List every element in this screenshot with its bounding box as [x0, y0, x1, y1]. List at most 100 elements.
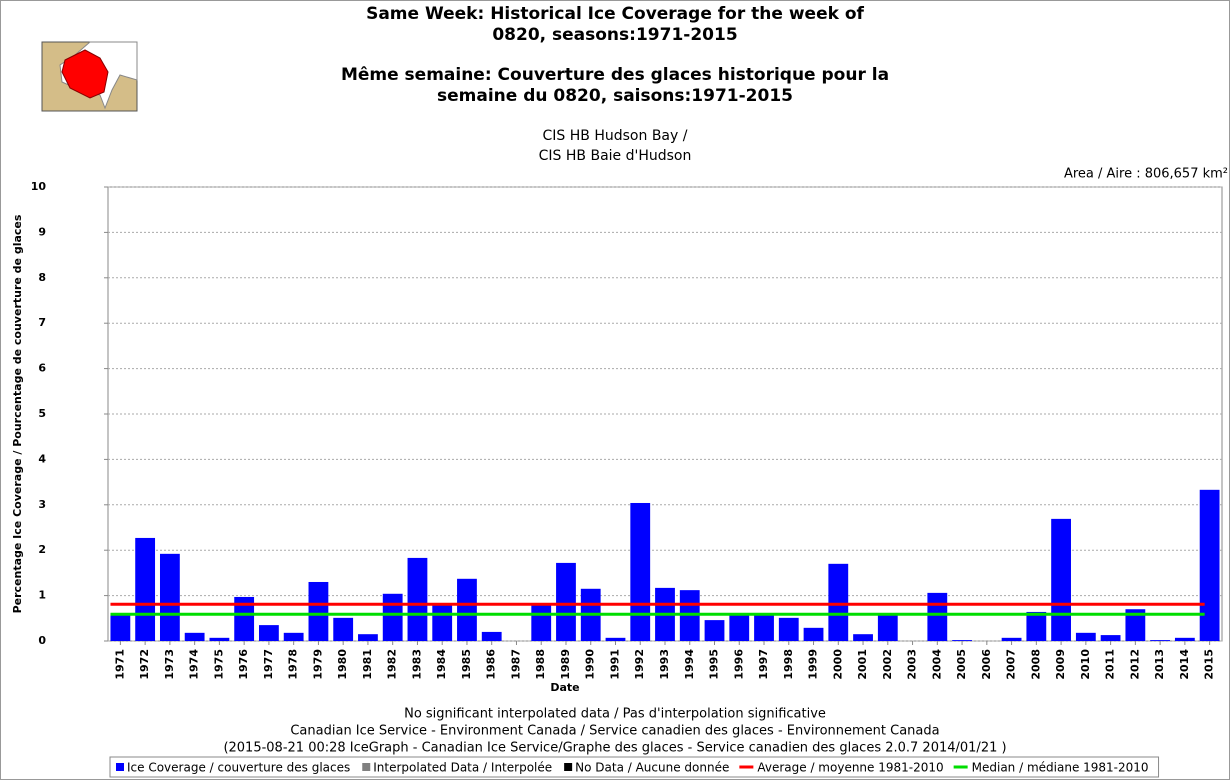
chart-title: semaine du 0820, saisons:1971-2015: [437, 86, 793, 106]
x-tick-label: 1988: [534, 649, 547, 680]
bar: [1051, 518, 1071, 641]
x-tick-label: 2008: [1029, 649, 1042, 680]
y-tick-label: 4: [38, 452, 46, 465]
x-tick-label: 1983: [410, 649, 423, 680]
legend-label: Median / médiane 1981-2010: [972, 761, 1149, 775]
x-tick-label: 1987: [509, 649, 522, 680]
chart-subtitle: CIS HB Baie d'Hudson: [539, 148, 692, 164]
bar: [209, 637, 230, 641]
x-tick-label: 1997: [757, 649, 770, 680]
x-tick-label: 2000: [831, 649, 844, 680]
x-tick-label: 1994: [683, 649, 696, 680]
legend-swatch: [116, 763, 124, 771]
y-tick-label: 9: [38, 225, 46, 238]
chart-title: Même semaine: Couverture des glaces hist…: [341, 65, 889, 85]
bar: [184, 632, 205, 641]
x-tick-label: 1981: [361, 649, 374, 680]
bar: [457, 578, 477, 641]
bar: [952, 640, 972, 641]
chart-subtitle: CIS HB Hudson Bay /: [543, 128, 688, 144]
legend-label: Ice Coverage / couverture des glaces: [127, 761, 350, 775]
x-tick-label: 2007: [1005, 649, 1018, 680]
bar: [358, 634, 378, 641]
x-tick-label: 2005: [955, 649, 968, 680]
x-tick-label: 1992: [633, 649, 646, 680]
x-tick-label: 1991: [608, 649, 621, 680]
area-note: Area / Aire : 806,657 km²: [1064, 167, 1228, 182]
x-tick-label: 1999: [807, 649, 820, 680]
x-tick-label: 1979: [311, 649, 324, 680]
bar: [630, 502, 651, 641]
x-tick-label: 2009: [1054, 649, 1067, 680]
x-tick-label: 1980: [336, 649, 349, 680]
bar: [927, 592, 948, 641]
x-tick-label: 1974: [188, 649, 201, 680]
chart-title: 0820, seasons:1971-2015: [492, 25, 737, 45]
bar: [828, 563, 849, 641]
legend-label: Interpolated Data / Interpolée: [373, 761, 552, 775]
y-tick-label: 1: [38, 589, 46, 602]
bar: [1075, 632, 1096, 641]
x-tick-label: 2013: [1153, 649, 1166, 680]
x-axis-label: Date: [550, 681, 579, 694]
bar: [1026, 611, 1047, 641]
x-tick-label: 1971: [113, 649, 126, 680]
legend: Ice Coverage / couverture des glaces Inte…: [109, 756, 1160, 778]
bar: [1001, 637, 1022, 641]
chart-title: Same Week: Historical Ice Coverage for t…: [366, 4, 864, 24]
y-tick-label: 10: [31, 180, 47, 193]
bar: [605, 637, 626, 641]
bar: [1100, 635, 1121, 641]
bar: [135, 537, 156, 641]
y-axis-label: Percentage Ice Coverage / Pourcentage de…: [11, 214, 24, 613]
x-tick-label: 1993: [658, 649, 671, 680]
bar: [159, 553, 180, 641]
x-tick-label: 1975: [212, 649, 225, 680]
bar: [1174, 637, 1195, 641]
bar: [308, 581, 329, 641]
y-tick-label: 0: [38, 634, 46, 647]
legend-swatch: [362, 763, 371, 771]
x-tick-label: 2004: [930, 649, 943, 680]
x-tick-label: 1985: [460, 649, 473, 680]
x-tick-label: 1972: [138, 649, 151, 680]
x-tick-label: 2003: [906, 649, 919, 680]
x-tick-label: 2002: [881, 649, 894, 680]
bar: [333, 617, 354, 641]
x-tick-label: 1976: [237, 649, 250, 680]
bar: [531, 604, 552, 641]
x-tick-label: 2011: [1104, 649, 1117, 680]
bar: [283, 632, 304, 641]
x-tick-label: 1989: [559, 649, 572, 680]
legend-label: Average / moyenne 1981-2010: [757, 761, 943, 775]
y-tick-label: 8: [38, 271, 46, 284]
footer-text: Canadian Ice Service - Environment Canad…: [290, 724, 939, 739]
x-tick-label: 1986: [485, 649, 498, 680]
x-tick-label: 2014: [1178, 649, 1191, 680]
bar: [432, 605, 453, 641]
x-tick-label: 1995: [708, 649, 721, 680]
x-tick-label: 2010: [1079, 649, 1092, 680]
x-tick-label: 1978: [287, 649, 300, 680]
x-tick-label: 2012: [1128, 649, 1141, 680]
bar: [1125, 609, 1146, 641]
bar: [407, 557, 428, 641]
bar: [803, 627, 824, 641]
bar: [556, 562, 576, 641]
x-tick-label: 1990: [584, 649, 597, 680]
bar: [853, 634, 873, 641]
bar: [704, 620, 725, 641]
bar: [877, 615, 898, 641]
y-tick-label: 5: [38, 407, 46, 420]
bar: [382, 593, 403, 641]
footer-text: No significant interpolated data / Pas d…: [404, 707, 826, 722]
y-tick-label: 2: [38, 543, 46, 556]
y-tick-label: 3: [38, 498, 46, 511]
bar: [481, 631, 502, 641]
legend-box: [109, 756, 1160, 778]
x-tick-label: 2006: [980, 649, 993, 680]
x-tick-label: 1984: [435, 649, 448, 680]
map-icon: [41, 41, 138, 112]
